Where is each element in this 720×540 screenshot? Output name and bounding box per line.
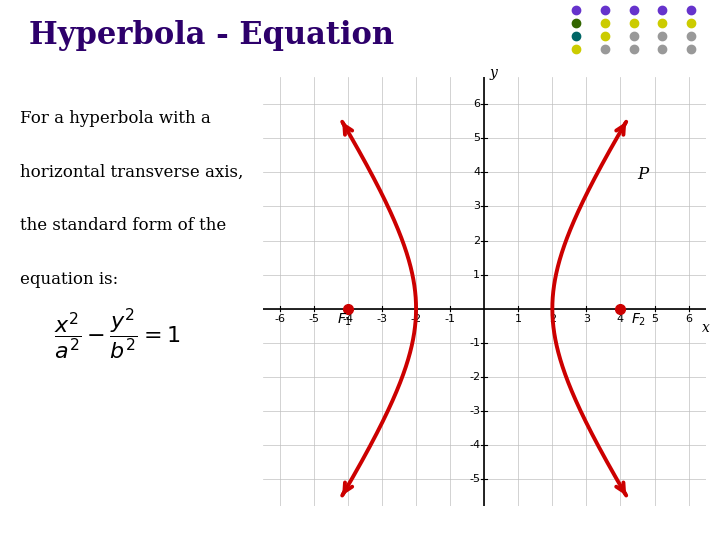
- Text: For a hyperbola with a: For a hyperbola with a: [20, 110, 211, 126]
- Text: 6: 6: [685, 314, 692, 324]
- Text: x: x: [702, 321, 709, 335]
- Text: 3: 3: [583, 314, 590, 324]
- Text: -6: -6: [274, 314, 285, 324]
- Text: y: y: [490, 66, 498, 80]
- Text: 2: 2: [473, 235, 480, 246]
- Text: 2: 2: [549, 314, 556, 324]
- Text: -1: -1: [445, 314, 456, 324]
- Text: Hyperbola - Equation: Hyperbola - Equation: [29, 20, 394, 51]
- Text: 6: 6: [473, 99, 480, 109]
- Text: $\dfrac{x^2}{a^2} - \dfrac{y^2}{b^2} = 1$: $\dfrac{x^2}{a^2} - \dfrac{y^2}{b^2} = 1…: [54, 306, 180, 362]
- Text: the standard form of the: the standard form of the: [20, 217, 226, 234]
- Text: -3: -3: [469, 406, 480, 416]
- Text: -5: -5: [469, 474, 480, 484]
- Text: -2: -2: [410, 314, 422, 324]
- Text: -4: -4: [343, 314, 354, 324]
- Text: 5: 5: [651, 314, 658, 324]
- Text: 4: 4: [617, 314, 624, 324]
- Text: 5: 5: [473, 133, 480, 143]
- Text: -5: -5: [308, 314, 320, 324]
- Text: $F_2$: $F_2$: [631, 312, 646, 328]
- Text: 1: 1: [473, 269, 480, 280]
- Text: horizontal transverse axis,: horizontal transverse axis,: [20, 164, 243, 180]
- Text: P: P: [637, 166, 649, 183]
- Text: 4: 4: [473, 167, 480, 177]
- Text: 1: 1: [515, 314, 522, 324]
- Text: $F_1$: $F_1$: [337, 312, 352, 328]
- Text: -1: -1: [469, 338, 480, 348]
- Text: -4: -4: [469, 440, 480, 450]
- Text: -2: -2: [469, 372, 480, 382]
- Text: 3: 3: [473, 201, 480, 212]
- Text: -3: -3: [377, 314, 387, 324]
- Text: equation is:: equation is:: [20, 271, 118, 288]
